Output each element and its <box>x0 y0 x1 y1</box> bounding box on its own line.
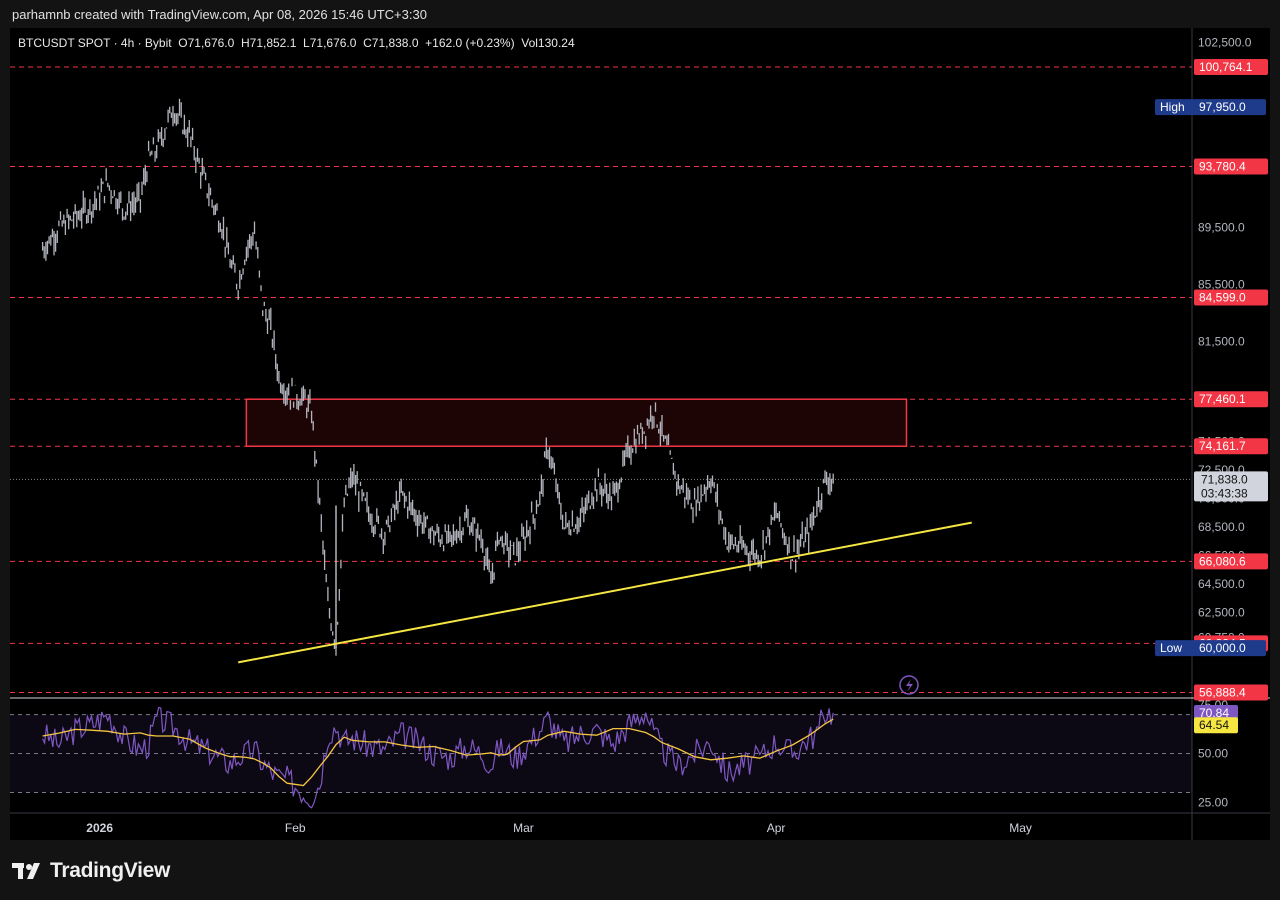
low-marker-label: 60,000.0 <box>1199 641 1246 655</box>
level-price-tag[interactable] <box>1194 289 1268 306</box>
time-tick-label: Mar <box>513 821 534 835</box>
level-price-label: 84,599.0 <box>1199 290 1246 304</box>
high-value: H71,852.1 <box>240 36 297 50</box>
rsi-tick-label: 25.00 <box>1198 795 1228 809</box>
rsi-tick-label: 50.00 <box>1198 747 1228 761</box>
ascending-trendline[interactable] <box>238 521 972 664</box>
price-tick-label: 102,500.0 <box>1198 35 1252 49</box>
close-value: C71,838.0 <box>363 36 419 50</box>
last-price-tag <box>1194 471 1268 502</box>
low-marker-prefix: Low <box>1160 641 1182 655</box>
time-tick-label: 2026 <box>86 821 113 835</box>
level-price-label: 66,080.6 <box>1199 554 1246 568</box>
ohlc-legend: BTCUSDT SPOT · 4h · Bybit O71,676.0 H71,… <box>18 36 575 50</box>
time-tick-label: Feb <box>285 821 306 835</box>
tradingview-logo[interactable]: TradingView <box>12 859 170 883</box>
rsi-value-tag <box>1194 704 1238 721</box>
level-price-tag[interactable] <box>1194 684 1268 701</box>
low-value: L71,676.0 <box>303 36 357 50</box>
price-tick-label: 81,500.0 <box>1198 335 1245 349</box>
level-price-tag[interactable] <box>1194 59 1268 76</box>
rsi-value-label: 70.84 <box>1199 706 1229 720</box>
level-price-label: 100,764.1 <box>1199 60 1253 74</box>
time-tick-label: May <box>1009 821 1032 835</box>
level-price-label: 77,460.1 <box>1199 392 1246 406</box>
chart-background <box>10 28 1270 840</box>
price-tick-label: 68,500.0 <box>1198 520 1245 534</box>
tradingview-icon <box>12 863 40 879</box>
level-price-label: 74,161.7 <box>1199 439 1246 453</box>
level-price-tag[interactable] <box>1194 158 1268 175</box>
rsi-ma-value-tag <box>1194 717 1238 734</box>
bar-countdown-label: 03:43:38 <box>1201 486 1248 500</box>
footer: TradingView <box>0 840 1280 900</box>
level-price-tag[interactable] <box>1194 391 1268 408</box>
low-marker-tag <box>1155 640 1266 657</box>
level-price-label: 93,780.4 <box>1199 160 1246 174</box>
level-price-tag[interactable] <box>1194 438 1268 455</box>
high-marker-tag <box>1155 99 1266 116</box>
high-marker-label: 97,950.0 <box>1199 100 1246 114</box>
price-tick-label: 89,500.0 <box>1198 221 1245 235</box>
level-price-tag[interactable] <box>1194 553 1268 570</box>
level-price-label: 56,888.4 <box>1199 685 1246 699</box>
price-tick-label: 62,500.0 <box>1198 605 1245 619</box>
supply-zone-box[interactable] <box>245 398 908 447</box>
time-tick-label: Apr <box>767 821 786 835</box>
price-candles[interactable] <box>41 98 834 656</box>
chart-area[interactable]: 102,500.0 89,500.0 85,500.0 81,500.0 72,500.… <box>10 28 1270 840</box>
symbol-label[interactable]: BTCUSDT SPOT · 4h · Bybit <box>18 36 172 50</box>
rsi-ma-line[interactable] <box>42 718 834 787</box>
price-tick-label: 85,500.0 <box>1198 278 1245 292</box>
price-chart[interactable]: 102,500.089,500.085,500.081,500.072,500.… <box>10 28 1270 840</box>
volume-value: Vol130.24 <box>521 36 575 50</box>
last-price-label: 71,838.0 <box>1201 472 1248 486</box>
change-value: +162.0 (+0.23%) <box>425 36 515 50</box>
brand-name: TradingView <box>50 859 171 882</box>
high-marker-prefix: High <box>1160 100 1185 114</box>
open-value: O71,676.0 <box>178 36 235 50</box>
lightning-icon[interactable] <box>899 675 919 695</box>
price-tick-label: 64,500.0 <box>1198 577 1245 591</box>
rsi-ma-value-label: 64.54 <box>1199 718 1229 732</box>
chart-credit: parhamnb created with TradingView.com, A… <box>0 0 1280 28</box>
